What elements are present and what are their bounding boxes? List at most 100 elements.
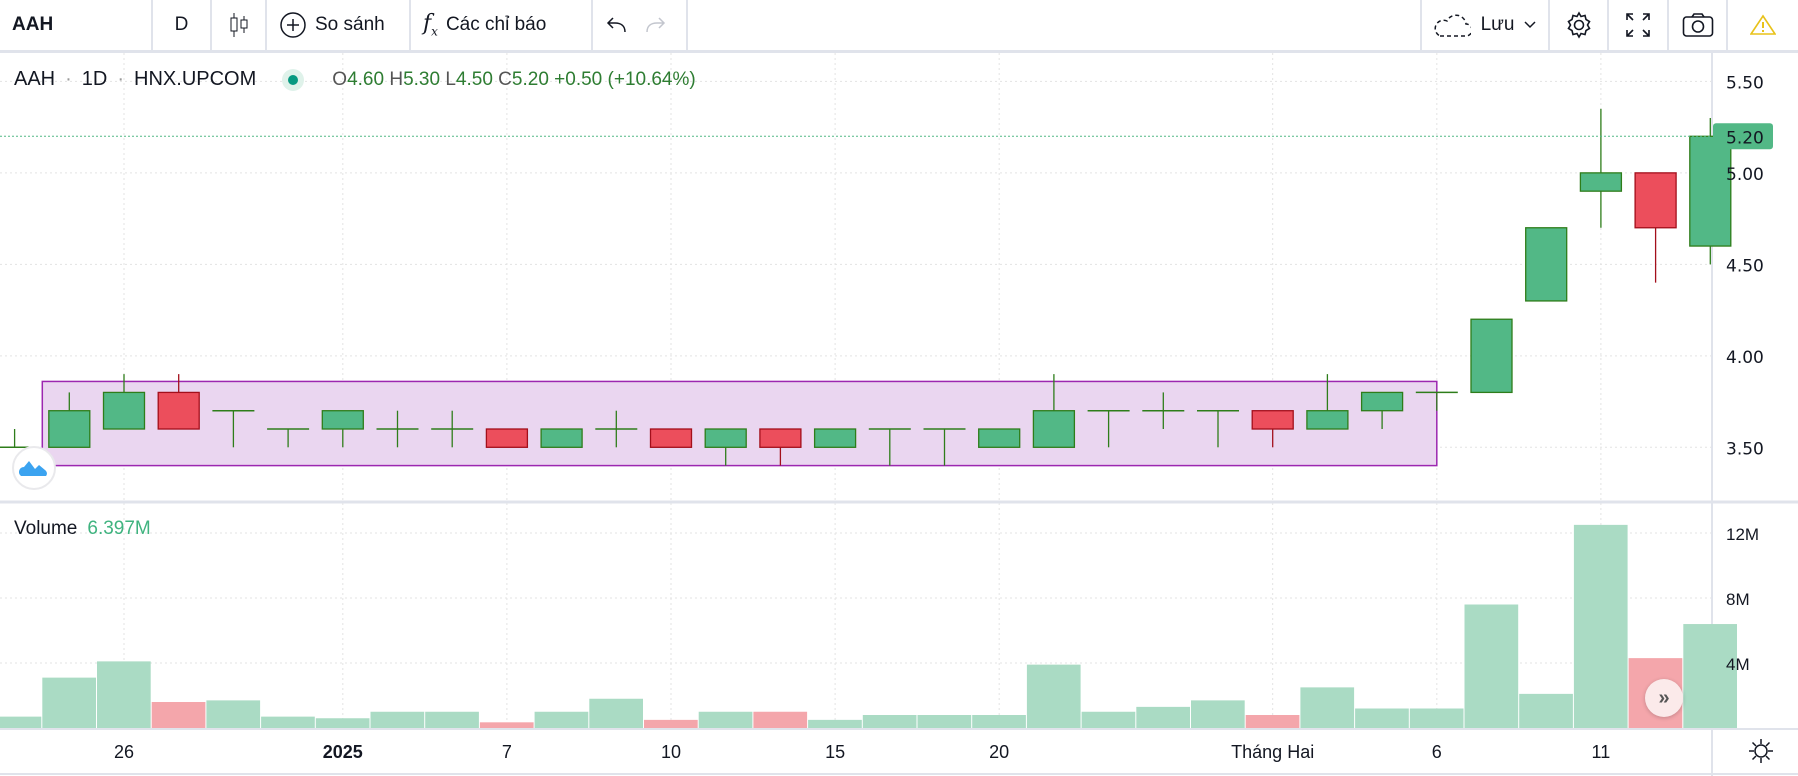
volume-bar (1191, 700, 1245, 728)
chart-type-button[interactable] (212, 0, 267, 50)
fx-icon: fx (423, 11, 438, 39)
candle-body (704, 428, 747, 448)
candle-body (1470, 318, 1513, 394)
candle-body (1525, 227, 1568, 302)
volume-bar (315, 718, 370, 728)
save-button[interactable]: Lưu (1420, 0, 1550, 50)
candle-body (157, 391, 200, 430)
candle-body (102, 391, 146, 430)
scroll-to-realtime-button[interactable]: » (1645, 679, 1683, 717)
candle-body (813, 428, 857, 448)
volume-bar (206, 700, 261, 728)
volume-bar (97, 661, 151, 728)
candle-body (759, 428, 802, 448)
price-tick-label: 4.50 (1726, 256, 1764, 276)
volume-bar (1519, 693, 1573, 728)
candle-body (485, 428, 529, 448)
screenshot-button[interactable] (1669, 0, 1728, 50)
volume-bar (808, 719, 862, 728)
axis-settings-icon[interactable] (1748, 738, 1774, 769)
chart-area[interactable]: 5.50 5.00 4.50 4.00 3.50 5.20 12M 8M 4M 26 2025 7 10… (0, 53, 1798, 776)
volume-bar (1081, 711, 1136, 728)
volume-bar (1245, 715, 1300, 728)
volume-bar (261, 716, 315, 728)
time-tick-label: Tháng Hai (1231, 742, 1314, 762)
volume-bar (862, 715, 917, 728)
candle-body (1251, 410, 1294, 430)
volume-bar (479, 722, 534, 728)
rectangle-drawing (41, 380, 1438, 467)
candle-body (1360, 391, 1404, 412)
volume-bar (644, 719, 698, 728)
price-tick-label: 5.00 (1726, 165, 1764, 185)
symbol-search-button[interactable]: AAH (0, 0, 153, 50)
time-tick-label: 10 (661, 742, 681, 762)
volume-bar (1683, 624, 1737, 728)
candle-body (978, 428, 1021, 448)
indicators-button[interactable]: fx Các chỉ báo (411, 0, 593, 50)
fullscreen-button[interactable] (1609, 0, 1669, 50)
volume-bar (0, 716, 42, 728)
candle-body (1579, 172, 1623, 192)
candle-body (540, 428, 583, 448)
interval-button[interactable]: D (153, 0, 212, 50)
save-label: Lưu (1480, 14, 1515, 35)
redo-icon[interactable] (645, 15, 667, 35)
volume-bar (589, 698, 643, 728)
candle-body (1306, 410, 1349, 430)
candle-body (1689, 135, 1732, 247)
last-price-tag (1713, 123, 1773, 150)
price-tick-label: 3.50 (1726, 439, 1764, 459)
undo-icon[interactable] (605, 15, 627, 35)
volume-bar (1355, 708, 1409, 728)
warning-icon (1750, 14, 1776, 35)
last-price-label: 5.20 (1726, 128, 1764, 148)
undo-redo-group (593, 0, 688, 50)
volume-bar (1136, 706, 1190, 728)
compare-label: So sánh (315, 14, 385, 35)
symbol-legend: AAH · 1D · HNX.UPCOM O4.60 H5.30 L4.50 C5.… (14, 68, 696, 91)
time-tick-label: 2025 (323, 742, 363, 762)
volume-bar (1300, 687, 1355, 728)
price-tick-label: 5.50 (1726, 73, 1764, 93)
time-tick-label: 7 (502, 742, 512, 762)
gear-icon (1566, 11, 1591, 39)
volume-bar (753, 711, 808, 728)
warning-button[interactable] (1728, 0, 1798, 50)
volume-tick-label: 8M (1726, 590, 1750, 609)
interval-label: D (174, 14, 189, 35)
time-tick-label: 26 (114, 742, 134, 762)
volume-label: Volume (14, 518, 78, 539)
chevron-down-icon (1524, 21, 1536, 29)
legend-exchange: HNX.UPCOM (134, 68, 257, 90)
symbol-label: AAH (12, 14, 54, 35)
plus-circle-icon (280, 12, 306, 38)
candle-body (649, 428, 693, 448)
volume-bar (1464, 604, 1519, 728)
time-tick-label: 20 (989, 742, 1009, 762)
market-open-dot-icon (282, 68, 305, 91)
candles-icon (230, 13, 247, 37)
fullscreen-icon (1626, 13, 1650, 37)
logo-icon[interactable] (12, 446, 56, 490)
legend-symbol: AAH (14, 68, 56, 90)
volume-bar (151, 702, 206, 728)
volume-bar (534, 711, 589, 728)
time-tick-label: 6 (1432, 742, 1442, 762)
compare-button[interactable]: So sánh (267, 0, 411, 50)
volume-value: 6.397M (87, 518, 151, 539)
volume-bar (425, 711, 479, 728)
volume-bar (698, 711, 753, 728)
ohlc-values: O4.60 H5.30 L4.50 C5.20 +0.50 (+10.64%) (332, 68, 696, 90)
volume-bar (917, 715, 972, 728)
settings-button[interactable] (1550, 0, 1609, 50)
volume-tick-label: 12M (1726, 525, 1759, 544)
candle-body (321, 410, 364, 430)
indicators-label: Các chỉ báo (445, 14, 547, 35)
time-tick-label: 15 (825, 742, 845, 762)
legend-interval: 1D (81, 68, 108, 90)
volume-legend: Volume 6.397M (14, 518, 151, 540)
candle-body (1634, 172, 1677, 229)
candle-body (1032, 410, 1076, 448)
candle-body (48, 410, 91, 448)
